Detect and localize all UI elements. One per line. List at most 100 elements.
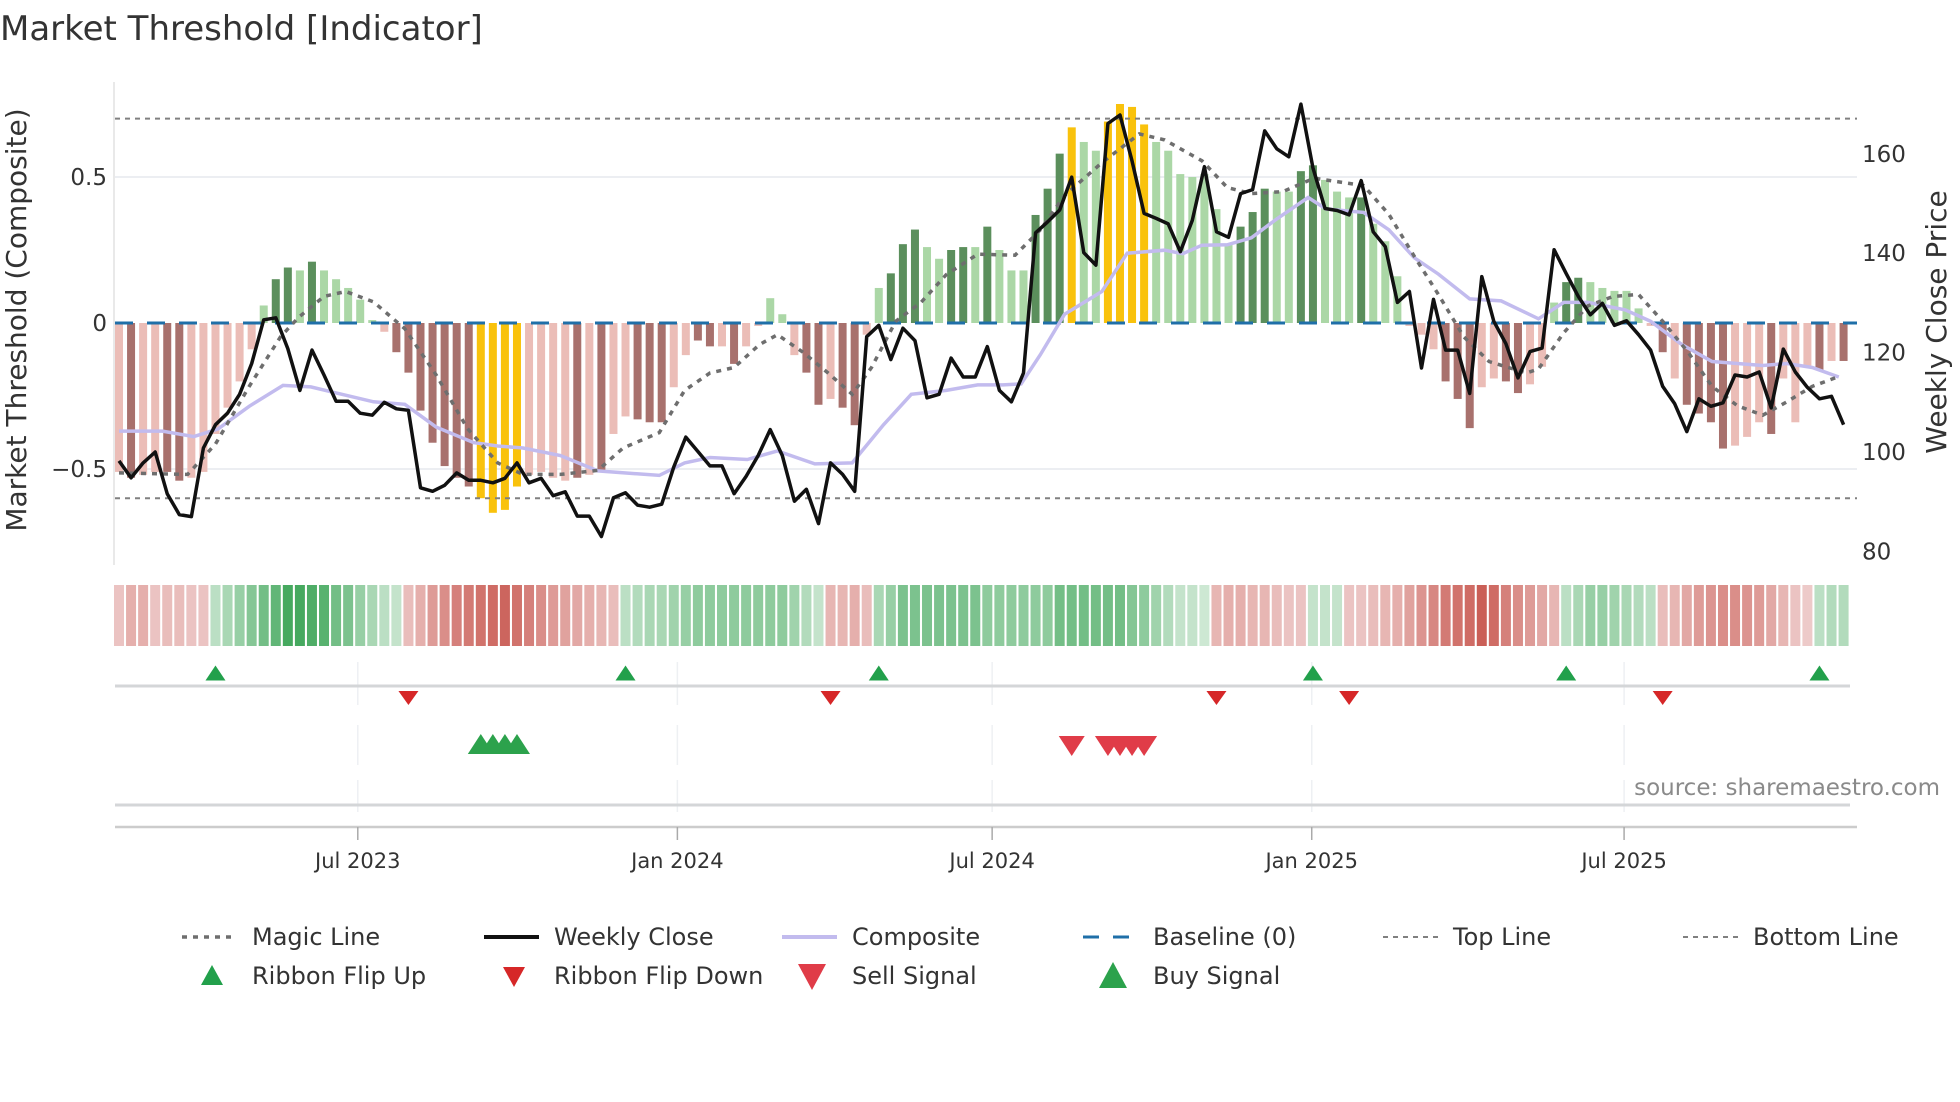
- ribbon-cell: [717, 585, 727, 646]
- composite-bar: [1501, 323, 1510, 382]
- composite-bar: [971, 247, 980, 323]
- ribbon-cell: [644, 585, 655, 646]
- ribbon-cell: [1199, 585, 1210, 646]
- composite-bar: [476, 323, 485, 499]
- ribbon-cell: [114, 585, 124, 646]
- legend-buy-label: Buy Signal: [1153, 962, 1280, 990]
- magic-line: [118, 132, 1839, 477]
- composite-bar: [621, 323, 630, 417]
- composite-bar: [344, 287, 353, 323]
- y-tick-label: 0: [92, 311, 107, 337]
- composite-bar: [1767, 323, 1776, 434]
- composite-bar: [428, 323, 437, 443]
- legend-composite-label: Composite: [852, 923, 980, 951]
- sell-signal-marker: [1058, 736, 1085, 756]
- composite-bar: [1128, 106, 1137, 323]
- ribbon-cell: [391, 585, 402, 646]
- ribbon-cell: [813, 585, 824, 646]
- composite-bar: [199, 323, 208, 472]
- composite-bar: [175, 323, 184, 481]
- composite-bar: [380, 323, 389, 332]
- legend-flipdown-label: Ribbon Flip Down: [554, 962, 763, 990]
- weekly-close-line: [117, 102, 1846, 539]
- ribbon-cell: [1114, 585, 1125, 646]
- ribbon-cell: [282, 585, 293, 646]
- ribbon-cell: [1826, 585, 1837, 646]
- ribbon-cell: [1271, 585, 1282, 646]
- ribbon-cell: [1717, 585, 1728, 646]
- ribbon-cell: [1235, 585, 1246, 646]
- composite-bar: [1670, 323, 1679, 379]
- composite-bar: [1345, 197, 1354, 323]
- composite-bar: [307, 261, 316, 323]
- ribbon-flip-down-marker: [398, 691, 419, 705]
- composite-bar: [1803, 323, 1812, 367]
- ribbon-cell: [1657, 585, 1668, 646]
- composite-bar: [1140, 124, 1149, 323]
- composite-bar: [1115, 104, 1124, 323]
- composite-bar: [211, 323, 220, 434]
- ribbon-cell: [1838, 585, 1849, 646]
- ribbon-cell: [946, 585, 957, 646]
- ribbon-cell: [246, 585, 257, 646]
- composite-bar: [995, 250, 1004, 323]
- ribbon-cell: [572, 585, 583, 646]
- ribbon-cell: [306, 585, 317, 646]
- ribbon-cell: [367, 585, 378, 646]
- ribbon-cell: [1488, 585, 1499, 646]
- composite-bar: [609, 323, 618, 434]
- ribbon-cell: [849, 585, 860, 646]
- ribbon-cell: [1597, 585, 1608, 646]
- ribbon-cell: [1645, 585, 1656, 646]
- ribbon-cell: [138, 585, 149, 646]
- ribbon-cell: [1380, 585, 1391, 646]
- ribbon-cell: [487, 585, 498, 646]
- y2-tick-label: 160: [1862, 142, 1906, 168]
- ribbon-cell: [825, 585, 836, 646]
- composite-bar: [1007, 270, 1016, 323]
- composite-bar: [440, 323, 449, 467]
- ribbon-cell: [1561, 585, 1572, 646]
- chart-title: Market Threshold [Indicator]: [0, 9, 483, 49]
- composite-bar: [464, 323, 473, 487]
- ribbon-cell: [1078, 585, 1089, 646]
- source-label: source: sharemaestro.com: [1634, 775, 1940, 801]
- composite-bar: [223, 323, 232, 408]
- composite-bar: [910, 229, 919, 323]
- ribbon-cell: [741, 585, 752, 646]
- composite-bar: [1152, 141, 1161, 323]
- composite-bar: [1646, 323, 1655, 326]
- legend-close-label: Weekly Close: [554, 923, 714, 951]
- composite-bar: [718, 323, 726, 347]
- composite-bar: [1429, 323, 1438, 350]
- x-tick-label: Jan 2025: [1263, 849, 1358, 873]
- ribbon-cell: [331, 585, 342, 646]
- ribbon-cell: [1549, 585, 1560, 646]
- composite-bar: [645, 323, 654, 423]
- ribbon-cell: [1573, 585, 1584, 646]
- legend: Magic Line Weekly Close Composite Baseline …: [182, 923, 1899, 990]
- ribbon-cell: [234, 585, 245, 646]
- ribbon-cell: [1006, 585, 1017, 646]
- ribbon-cell: [1730, 585, 1741, 646]
- ribbon-cell: [294, 585, 305, 646]
- composite-bar: [163, 323, 172, 472]
- composite-bar: [1200, 174, 1209, 323]
- y-axis-label: Market Threshold (Composite): [0, 108, 33, 531]
- ribbon-cell: [560, 585, 571, 646]
- legend-flipup-label: Ribbon Flip Up: [252, 962, 426, 990]
- composite-bar: [1357, 197, 1366, 323]
- composite-bar: [1284, 191, 1293, 323]
- composite-bar: [862, 323, 871, 335]
- ribbon-cell: [994, 585, 1005, 646]
- composite-bar: [404, 323, 413, 373]
- composite-bar: [235, 323, 244, 382]
- ribbon-cell: [1283, 585, 1294, 646]
- ribbon-cell: [692, 585, 703, 646]
- gridlines: [115, 176, 1857, 470]
- ribbon-cell: [1464, 585, 1475, 646]
- composite-bar: [935, 258, 944, 323]
- composite-bar: [1381, 241, 1390, 323]
- ribbon-cell: [753, 585, 764, 646]
- composite-bar: [1055, 153, 1064, 323]
